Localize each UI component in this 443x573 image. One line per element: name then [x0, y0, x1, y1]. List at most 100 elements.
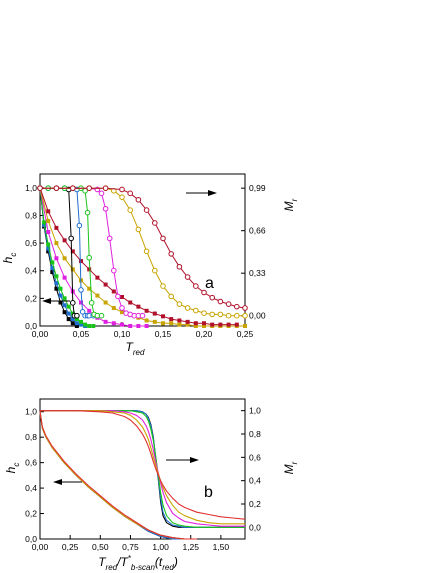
panel-a-hc-point	[62, 256, 67, 261]
panel-a-hc-point	[152, 311, 157, 316]
panel-a-hc-point	[87, 324, 92, 328]
panel-a-mr-point	[86, 254, 92, 261]
panel-a-mr-point	[209, 311, 215, 318]
panel-a-hc-point	[46, 209, 51, 214]
panel-a-hc-point	[144, 308, 149, 313]
panel-a-mr-point	[68, 235, 74, 242]
panel-a-hc-point	[144, 318, 149, 323]
panel-a-mr-point	[84, 209, 91, 216]
panel-b-y-tick-label: 0,2	[25, 509, 37, 519]
panel-a-x-axis-label: Tred	[126, 340, 145, 357]
panel-a-hc-point	[128, 300, 133, 305]
panel-a-hc-point	[144, 324, 149, 328]
panel-b-frame	[39, 398, 246, 540]
panel-a-mr-point	[209, 294, 215, 301]
panel-b-hc-line-4	[39, 411, 197, 540]
panel-b: 0,00 0,25 0,50 0,75 1,00 1,25 1,50 0,00,20,40,…	[4, 398, 299, 572]
panel-a-y2-tick-label: 0,99	[249, 183, 266, 193]
panel-a-y-tick-label: 1,0	[25, 183, 37, 193]
panel-a-y2-axis-label: Mr	[282, 198, 299, 211]
panel-a-y-axis-label: hc	[1, 253, 18, 264]
panel-a-hc-point	[79, 300, 83, 305]
panel-a-mr-point	[37, 185, 43, 191]
panel-a-mr-point	[242, 305, 248, 311]
panel-a-mr-point	[53, 185, 60, 191]
panel-a-hc-point	[234, 322, 239, 327]
panel-a-hc-point	[202, 321, 206, 326]
panel-b-x-tick-label: 1,00	[152, 542, 169, 552]
panel-a-hc-point	[54, 241, 59, 246]
panel-b-x-tick-label: 0,50	[92, 542, 109, 552]
panel-a-hc-point	[79, 319, 83, 324]
panel-a-hc-point	[243, 324, 247, 328]
panel-a-hc-point	[46, 242, 51, 247]
panel-a-hc-point	[120, 310, 124, 315]
panel-a-arrow-right	[186, 190, 217, 196]
panel-b-mr-line-3	[40, 410, 245, 527]
panel-a-mr-point	[143, 248, 150, 255]
panel-a-hc-point	[193, 321, 198, 326]
panel-a-y2-tick-label: 0,33	[249, 268, 266, 278]
panel-a-hc-point	[95, 293, 100, 298]
panel-a-hc-point	[91, 324, 96, 328]
panel-b-hc-line-3	[39, 411, 197, 540]
panel-a-mr-point	[152, 220, 158, 226]
panel-a-mr-point	[184, 274, 191, 280]
panel-b-hc-line-0	[39, 411, 197, 540]
panel-b-y-tick-label: 0,8	[25, 432, 37, 442]
panel-a-hc-point	[128, 324, 133, 328]
panel-a-mr-point	[135, 196, 142, 203]
panel-a-hc-point	[70, 317, 75, 322]
panel-a-hc-point	[62, 296, 67, 301]
panel-a-hc-point	[111, 306, 116, 311]
panel-a-x-tick-label: 0,10	[114, 329, 131, 339]
panel-a-hc-point	[50, 260, 55, 265]
panel-a-mr-point	[70, 300, 76, 306]
panel-a-hc-point	[46, 249, 51, 254]
panel-a-hc-point	[54, 286, 59, 291]
panel-b-hc-line-5	[39, 411, 197, 540]
panel-a-mr-point	[70, 185, 76, 191]
panel-a-hc-point	[120, 294, 124, 299]
panel-a-hc-point	[62, 303, 67, 308]
panel-a-mr-point	[139, 312, 146, 319]
panel-a-mr-point	[119, 194, 125, 200]
panel-a-hc-line-4	[39, 187, 245, 327]
panel-a-mr-point	[242, 312, 248, 319]
panel-a-mr-point	[74, 312, 80, 319]
panel-a-mr-point	[201, 289, 207, 296]
panel-b-arrow-left	[53, 479, 82, 485]
panel-a-hc-point	[62, 238, 67, 243]
panel-b-y2-tick-label: 0,4	[249, 476, 261, 486]
panel-a-mr-point	[217, 311, 224, 318]
panel-a-mr-point	[152, 267, 158, 274]
panel-a-y2-tick-label: 0,00	[249, 311, 266, 321]
panel-a-mr-point	[193, 283, 199, 289]
panel-b-y-axis-label: hc	[4, 463, 21, 474]
panel-a-x-tick-label: 0,20	[196, 329, 213, 339]
panel-b-x-tick-label: 1,25	[182, 542, 199, 552]
panel-b-hc-line-2	[39, 411, 197, 540]
panel-a-hc-point	[46, 218, 51, 223]
panel-b-x-tick-label: 0,75	[122, 542, 139, 552]
panel-b-x-tick-label: 0,00	[32, 542, 49, 552]
panel-a-mr-point	[234, 312, 240, 319]
panel-a-mr-point	[98, 190, 105, 197]
panel-b-y2-axis-label: Mr	[282, 461, 299, 474]
panel-a-hc-point	[58, 293, 63, 298]
panel-b-y-tick-label: 1,0	[25, 407, 37, 417]
panel-a-mr-point	[193, 307, 199, 314]
panel-a-mr-point	[176, 301, 183, 307]
panel-a-hc-point	[87, 286, 92, 291]
panel-a-hc-point	[169, 317, 174, 322]
panel-a-hc-point	[70, 321, 75, 326]
panel-a-hc-point	[87, 308, 92, 313]
panel-b-x-tick-label: 1,50	[213, 542, 230, 552]
panel-a-hc-point	[136, 324, 141, 328]
panel-a-x-tick-label: 0,15	[155, 329, 172, 339]
panel-b-y-tick-label: 0,0	[25, 534, 37, 544]
panel-a-mr-point	[160, 283, 166, 289]
panel-b-y2-tick-label: 0,8	[249, 429, 261, 439]
panel-b-x-axis-label: Tred/T*b-scan(tred)	[98, 554, 178, 572]
